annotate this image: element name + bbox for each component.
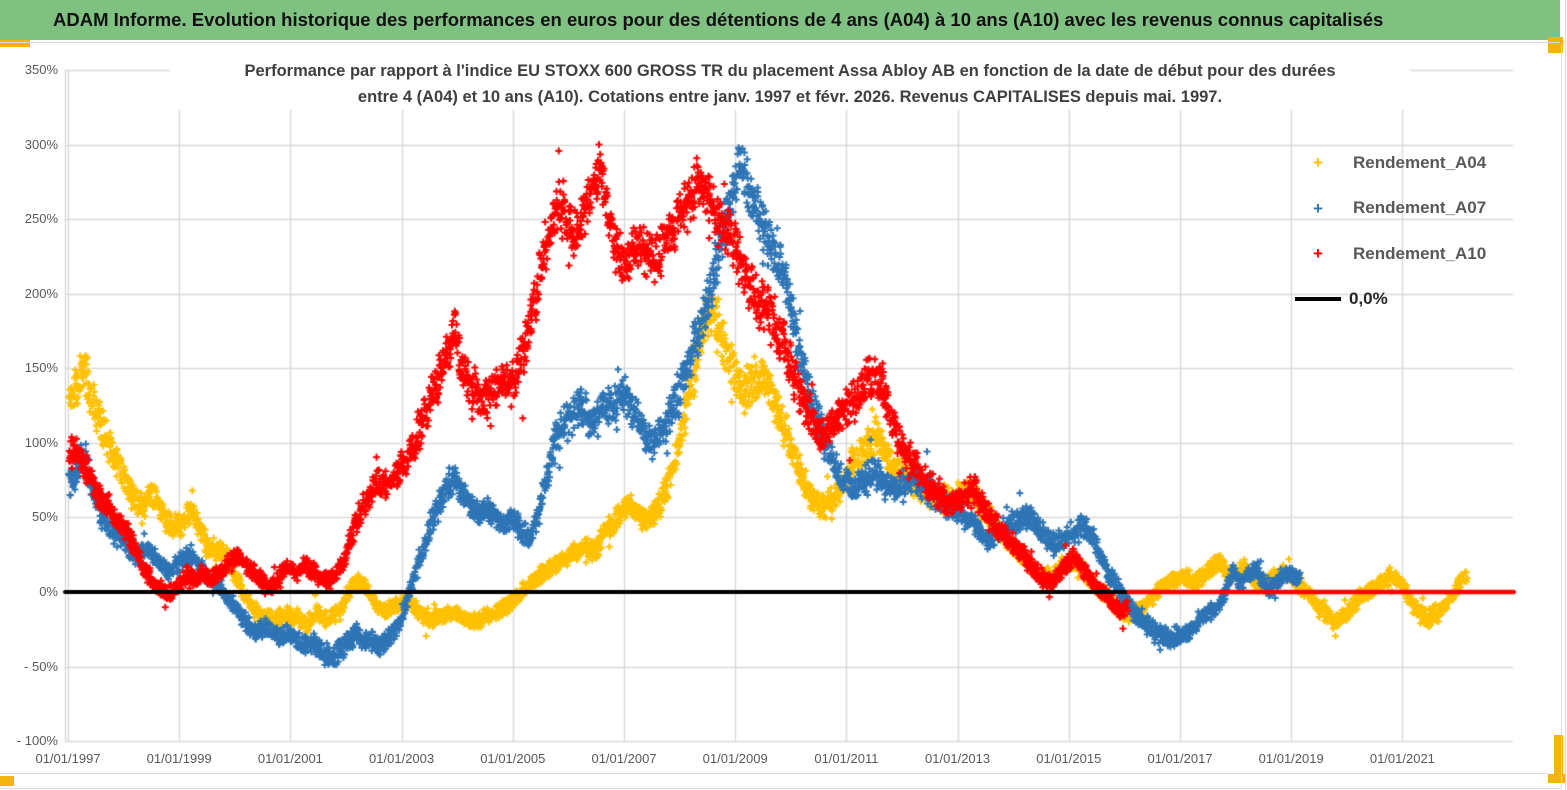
y-axis-tick-label: - 50%: [24, 658, 58, 674]
chart-legend: + Rendement_A04 + Rendement_A07 + Rendem…: [1295, 140, 1486, 322]
x-axis-tick-label: 01/01/2001: [257, 751, 323, 766]
y-axis-tick-label: 100%: [24, 434, 58, 450]
y-axis-tick-label: 0%: [39, 584, 58, 599]
legend-item-label: Rendement_A07: [1353, 198, 1487, 218]
x-axis-tick-label: 01/01/2019: [1258, 751, 1324, 766]
y-axis-tick-label: 300%: [24, 136, 58, 152]
legend-item: + Rendement_A10: [1295, 231, 1486, 277]
x-axis-tick-label: 01/01/2017: [1147, 751, 1213, 766]
y-axis-tick-label: 350%: [24, 62, 58, 77]
x-axis-tick-label: 01/01/2003: [369, 751, 435, 766]
y-axis-tick-label: 200%: [24, 285, 58, 301]
zero-line-swatch-icon: [1295, 297, 1341, 302]
plus-marker-icon: +: [1313, 198, 1323, 218]
x-axis-tick-label: 01/01/1999: [146, 751, 212, 766]
y-axis-tick-label: 50%: [31, 509, 58, 525]
plus-marker-icon: +: [1313, 153, 1323, 173]
legend-item-label: Rendement_A10: [1353, 243, 1487, 263]
x-axis-tick-label: 01/01/2013: [925, 751, 991, 766]
chart-title-line2: entre 4 (A04) et 10 ans (A10). Cotations…: [357, 88, 1223, 106]
y-axis-tick-label: 250%: [24, 211, 58, 227]
x-axis-tick-label: 01/01/2011: [814, 751, 879, 766]
chart-title: Performance par rapport à l'indice EU ST…: [170, 58, 1410, 110]
legend-item: + Rendement_A07: [1295, 186, 1486, 232]
legend-item: + Rendement_A04: [1295, 140, 1486, 186]
legend-item-label: Rendement_A04: [1353, 152, 1487, 172]
chart-title-line1: Performance par rapport à l'indice EU ST…: [244, 62, 1336, 80]
x-axis-tick-label: 01/01/2009: [702, 751, 768, 766]
x-axis-tick-label: 01/01/2005: [480, 751, 546, 766]
x-axis-tick-label: 01/01/1997: [35, 751, 101, 766]
x-axis-tick-label: 01/01/2015: [1036, 751, 1102, 766]
y-axis-tick-label: 150%: [24, 360, 58, 376]
x-axis-tick-label: 01/01/2021: [1369, 751, 1435, 766]
x-axis-tick-label: 01/01/2007: [591, 751, 657, 766]
legend-item-label: 0,0%: [1349, 289, 1388, 309]
plus-marker-icon: +: [1313, 244, 1323, 264]
legend-item-zero-line: 0,0%: [1295, 277, 1486, 323]
y-axis-tick-label: - 100%: [16, 733, 58, 749]
